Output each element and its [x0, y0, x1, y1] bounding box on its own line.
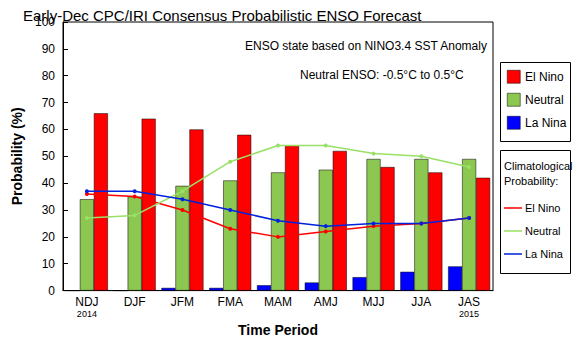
svg-text:Probability:: Probability: [504, 175, 558, 187]
svg-text:2014: 2014 [77, 309, 97, 319]
svg-text:60: 60 [42, 122, 56, 136]
svg-text:Neutral: Neutral [525, 93, 564, 107]
svg-text:ENSO state based on NINO3.4 SS: ENSO state based on NINO3.4 SST Anomaly [245, 39, 487, 53]
svg-text:JFM: JFM [171, 295, 194, 309]
svg-text:20: 20 [42, 230, 56, 244]
svg-text:Time Period: Time Period [238, 322, 318, 338]
svg-text:FMA: FMA [218, 295, 243, 309]
svg-text:AMJ: AMJ [314, 295, 338, 309]
svg-text:La Nina: La Nina [525, 116, 567, 130]
svg-text:JJA: JJA [411, 295, 431, 309]
svg-text:40: 40 [42, 176, 56, 190]
svg-text:DJF: DJF [124, 295, 146, 309]
svg-text:2015: 2015 [459, 309, 479, 319]
svg-text:La Nina: La Nina [525, 248, 564, 260]
svg-text:Probability (%): Probability (%) [9, 107, 25, 205]
svg-text:Early-Dec CPC/IRI Consensus Pr: Early-Dec CPC/IRI Consensus Probabilisti… [23, 7, 422, 24]
svg-text:0: 0 [48, 284, 55, 298]
svg-text:50: 50 [42, 149, 56, 163]
svg-text:70: 70 [42, 96, 56, 110]
svg-text:NDJ: NDJ [75, 295, 98, 309]
svg-text:El Nino: El Nino [525, 70, 564, 84]
svg-text:80: 80 [42, 69, 56, 83]
svg-text:Neutral ENSO: -0.5°C to 0.5°C: Neutral ENSO: -0.5°C to 0.5°C [300, 68, 464, 82]
svg-text:Neutral: Neutral [525, 225, 560, 237]
svg-text:30: 30 [42, 203, 56, 217]
svg-text:El Nino: El Nino [525, 202, 560, 214]
svg-text:JAS: JAS [458, 295, 480, 309]
svg-text:MAM: MAM [264, 295, 292, 309]
svg-text:Climatological: Climatological [504, 160, 572, 172]
svg-text:10: 10 [42, 257, 56, 271]
svg-text:MJJ: MJJ [363, 295, 385, 309]
svg-text:90: 90 [42, 42, 56, 56]
